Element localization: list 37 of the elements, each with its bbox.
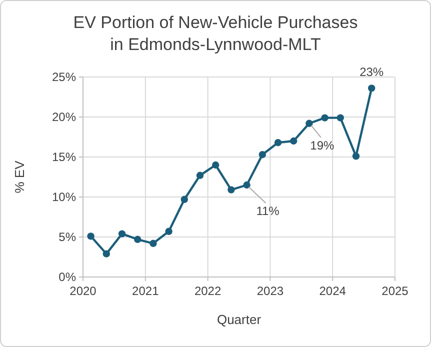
point — [134, 236, 142, 243]
y-tick-label: 10% — [52, 190, 76, 204]
point — [368, 84, 376, 92]
point — [258, 151, 266, 158]
y-tick-label: 25% — [52, 70, 76, 84]
point — [306, 120, 313, 127]
point — [336, 114, 344, 122]
point — [87, 232, 94, 240]
point — [290, 137, 298, 145]
point — [243, 181, 250, 189]
point — [180, 196, 188, 203]
x-tick-label: 2025 — [382, 284, 409, 298]
point — [352, 152, 360, 160]
y-tick-label: 15% — [52, 150, 76, 164]
annotation: 11% — [256, 204, 280, 218]
y-tick-label: 20% — [52, 110, 76, 124]
point — [212, 161, 220, 169]
chart-title: EV Portion of New-Vehicle Purchases in Edmonds-Lynnwood-MLT — [73, 13, 358, 54]
point — [118, 230, 126, 238]
point — [102, 250, 110, 258]
x-axis-title: Quarter — [216, 312, 262, 327]
point — [196, 172, 204, 179]
point — [165, 228, 172, 235]
point — [150, 240, 157, 247]
y-axis-title: % EV — [12, 160, 27, 194]
x-tick-label: 2024 — [319, 284, 346, 298]
y-tick-label: 5% — [58, 230, 76, 244]
point — [228, 186, 235, 194]
x-tick-label: 2023 — [256, 284, 284, 298]
point — [274, 139, 282, 146]
annotation: 19% — [310, 138, 335, 152]
point — [321, 114, 328, 122]
annotation: 23% — [360, 65, 384, 80]
x-tick-label: 2022 — [194, 284, 222, 298]
x-tick-label: 2020 — [70, 284, 97, 298]
y-tick-label: 0% — [58, 270, 76, 284]
x-tick-label: 2021 — [132, 284, 160, 298]
